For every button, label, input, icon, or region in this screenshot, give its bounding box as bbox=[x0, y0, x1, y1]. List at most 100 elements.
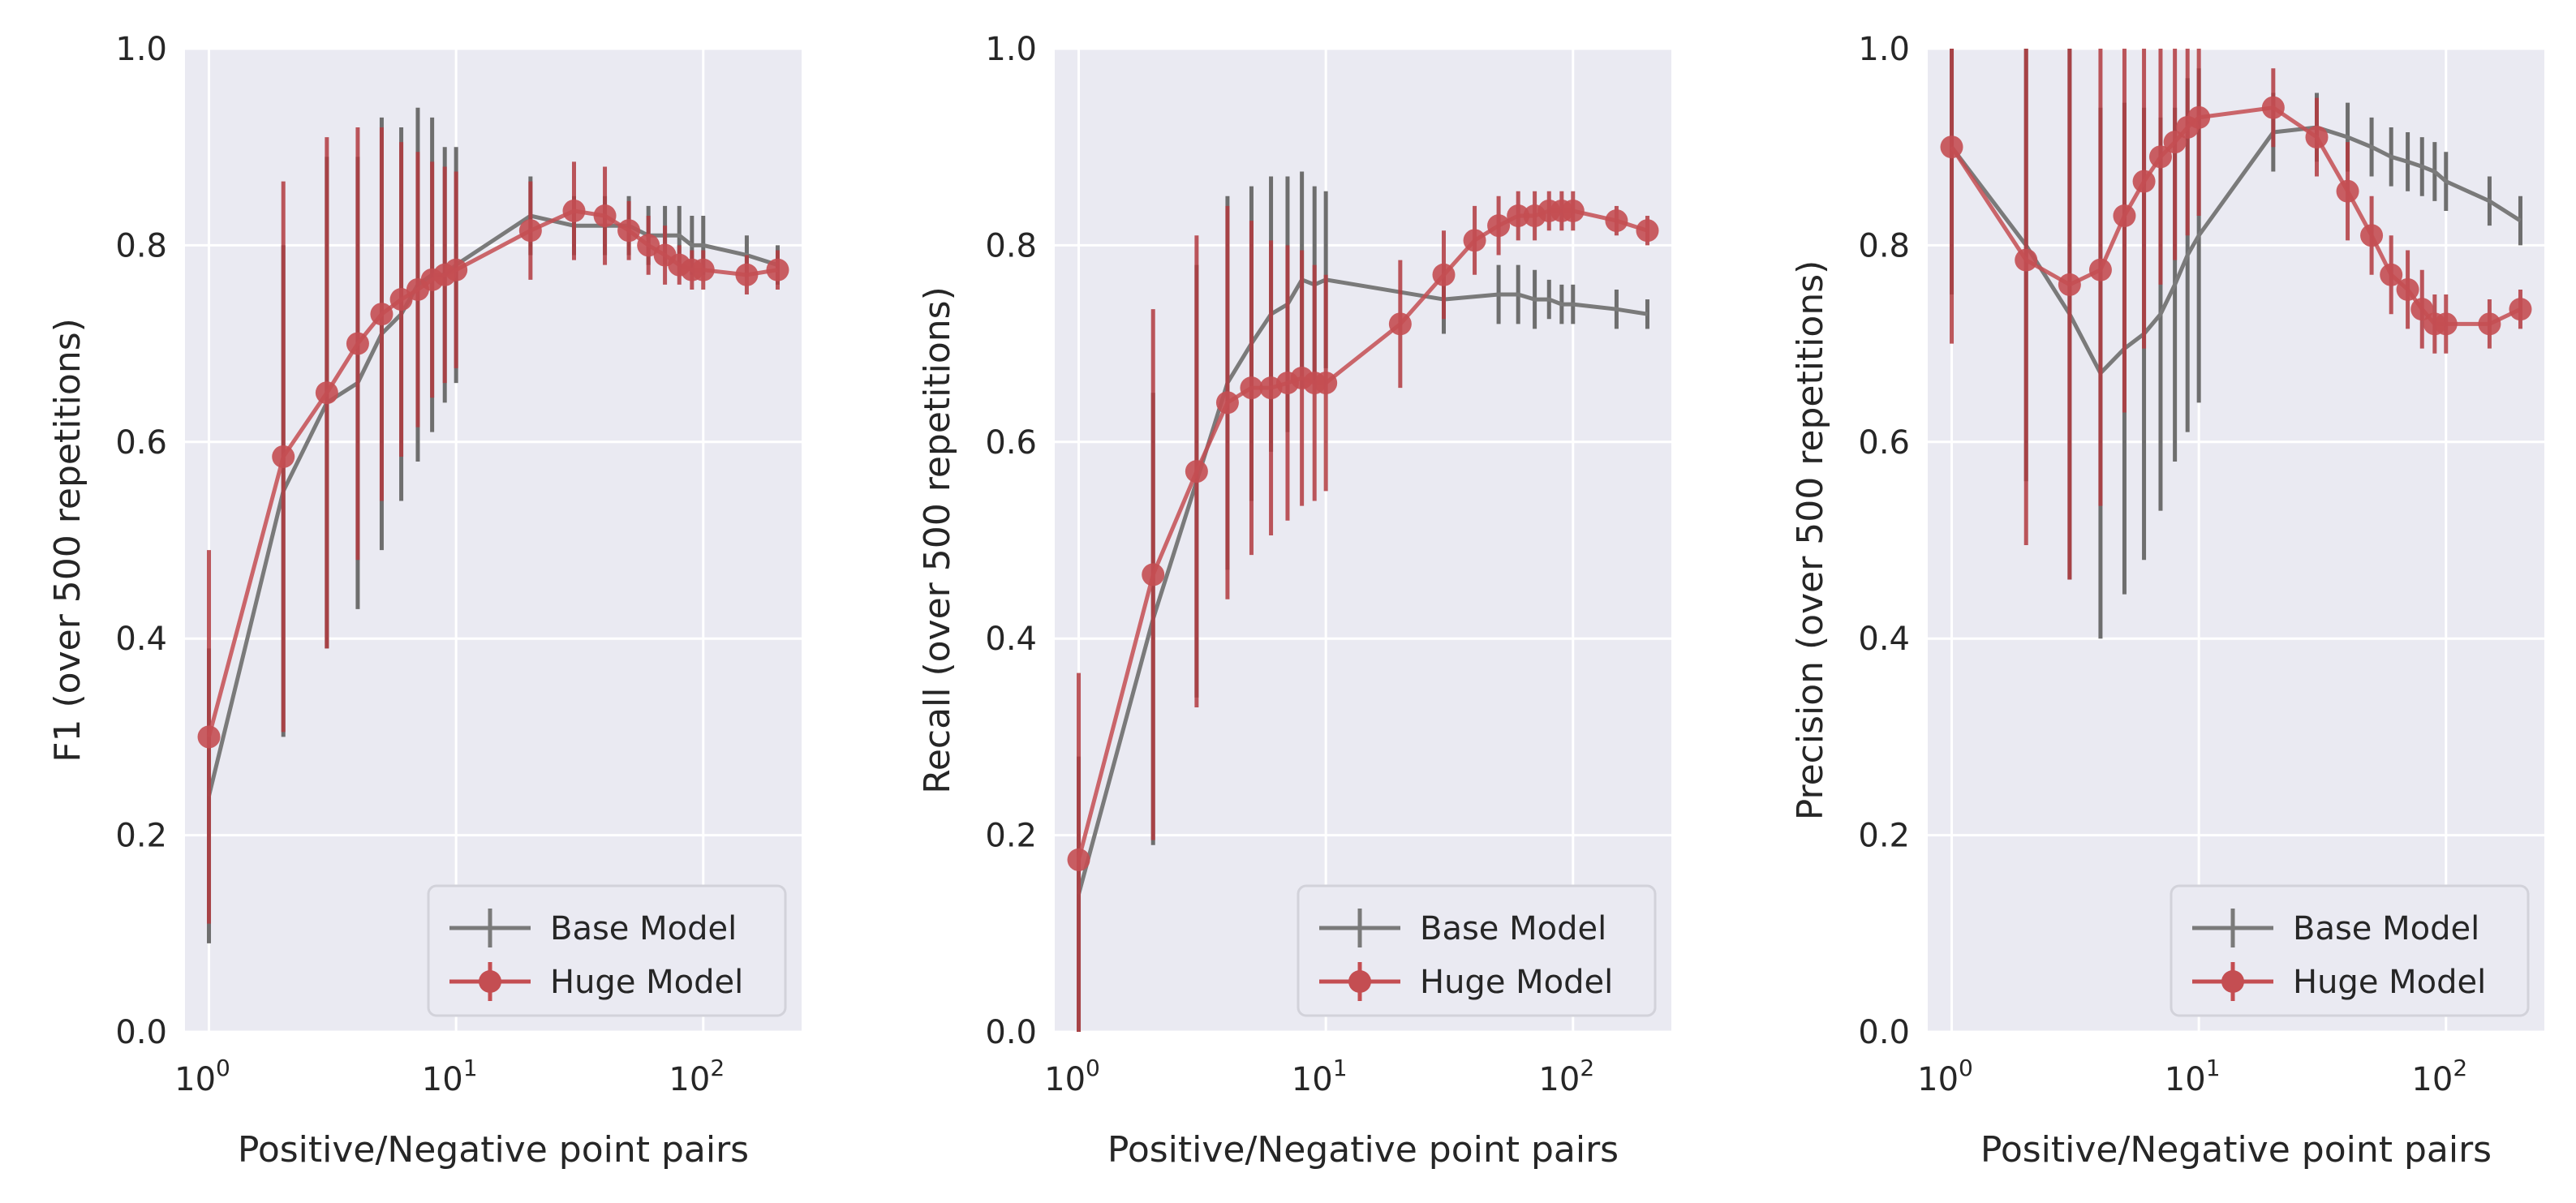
x-tick-exponent: 0 bbox=[1959, 1055, 1973, 1081]
legend-marker-huge-model bbox=[2221, 970, 2244, 993]
plot-background bbox=[185, 49, 802, 1032]
data-point bbox=[2132, 170, 2156, 193]
data-point bbox=[1940, 135, 1963, 159]
data-point bbox=[346, 332, 369, 355]
data-point bbox=[2360, 224, 2384, 247]
x-tick-base: 10 bbox=[2165, 1061, 2206, 1098]
plot-area bbox=[1940, 49, 2532, 639]
x-tick-exponent: 1 bbox=[2206, 1055, 2221, 1081]
x-tick-base: 10 bbox=[174, 1061, 216, 1098]
x-tick-label: 101 bbox=[1292, 1055, 1348, 1098]
x-axis-label: Positive/Negative point pairs bbox=[238, 1129, 749, 1171]
data-point bbox=[766, 258, 789, 281]
x-tick-exponent: 1 bbox=[1333, 1055, 1348, 1081]
y-tick-label: 0.4 bbox=[1858, 621, 1910, 658]
data-point bbox=[2163, 131, 2187, 154]
data-point bbox=[2148, 145, 2172, 169]
x-axis-label: Positive/Negative point pairs bbox=[1107, 1129, 1619, 1171]
data-point bbox=[1507, 204, 1530, 228]
plot-background bbox=[1928, 49, 2544, 1032]
data-point bbox=[2187, 105, 2211, 129]
y-tick-label: 0.0 bbox=[985, 1014, 1037, 1051]
x-tick-label: 102 bbox=[1538, 1055, 1594, 1098]
legend-label-huge-model: Huge Model bbox=[2293, 964, 2486, 1001]
data-point bbox=[2261, 96, 2285, 119]
y-axis-label: Precision (over 500 repetitions) bbox=[1790, 260, 1831, 821]
y-axis-label: Recall (over 500 repetitions) bbox=[917, 286, 958, 794]
data-point bbox=[637, 234, 660, 257]
x-tick-base: 10 bbox=[669, 1061, 710, 1098]
data-point bbox=[1142, 563, 1165, 586]
x-tick-exponent: 0 bbox=[1086, 1055, 1100, 1081]
data-point bbox=[691, 258, 715, 281]
data-point bbox=[2478, 312, 2501, 336]
series-huge-model bbox=[1940, 49, 2532, 580]
x-tick-label: 101 bbox=[422, 1055, 478, 1098]
x-tick-exponent: 2 bbox=[710, 1055, 725, 1081]
y-tick-label: 0.2 bbox=[115, 818, 167, 855]
y-tick-label: 0.0 bbox=[115, 1014, 167, 1051]
legend-label-base-model: Base Model bbox=[550, 910, 737, 947]
y-tick-label: 0.6 bbox=[985, 424, 1037, 462]
data-point bbox=[1215, 391, 1239, 415]
data-point bbox=[593, 204, 617, 228]
y-tick-label: 0.0 bbox=[1858, 1014, 1910, 1051]
data-point bbox=[2434, 312, 2458, 336]
legend-label-huge-model: Huge Model bbox=[550, 964, 743, 1001]
data-point bbox=[389, 288, 413, 311]
series-huge-model bbox=[197, 127, 789, 924]
data-point bbox=[1561, 199, 1585, 222]
y-axis-label: F1 (over 500 repetitions) bbox=[47, 318, 88, 763]
y-tick-label: 1.0 bbox=[985, 31, 1037, 68]
x-tick-label: 100 bbox=[174, 1055, 230, 1098]
data-point bbox=[2305, 126, 2329, 149]
x-tick-exponent: 2 bbox=[2453, 1055, 2467, 1081]
legend: Base Model Huge Model bbox=[1297, 884, 1657, 1017]
legend: Base Model Huge Model bbox=[2170, 884, 2530, 1017]
x-tick-base: 10 bbox=[1917, 1061, 1959, 1098]
data-point bbox=[2015, 248, 2038, 272]
data-point bbox=[2396, 277, 2419, 301]
data-point bbox=[2336, 179, 2359, 203]
x-tick-base: 10 bbox=[1044, 1061, 1086, 1098]
data-point bbox=[2509, 298, 2532, 321]
data-point bbox=[1067, 848, 1090, 871]
data-point bbox=[197, 725, 221, 749]
y-tick-label: 0.6 bbox=[1858, 424, 1910, 462]
legend-label-huge-model: Huge Model bbox=[1420, 964, 1613, 1001]
y-tick-label: 0.2 bbox=[1858, 818, 1910, 855]
x-tick-label: 102 bbox=[669, 1055, 725, 1098]
y-tick-label: 0.8 bbox=[985, 227, 1037, 264]
x-tick-exponent: 0 bbox=[216, 1055, 230, 1081]
legend-marker-huge-model bbox=[479, 970, 501, 993]
data-point bbox=[1463, 229, 1486, 252]
data-point bbox=[1314, 372, 1338, 395]
data-point bbox=[1636, 219, 1659, 243]
x-tick-label: 102 bbox=[2411, 1055, 2467, 1098]
plot-background bbox=[1055, 49, 1671, 1032]
x-tick-base: 10 bbox=[1292, 1061, 1333, 1098]
legend: Base Model Huge Model bbox=[427, 884, 787, 1017]
y-tick-label: 0.6 bbox=[115, 424, 167, 462]
data-point bbox=[2410, 298, 2434, 321]
plot-area bbox=[197, 107, 789, 943]
data-point bbox=[1388, 312, 1412, 336]
data-point bbox=[370, 303, 393, 326]
y-tick-label: 0.4 bbox=[985, 621, 1037, 658]
y-tick-label: 0.2 bbox=[985, 818, 1037, 855]
legend-label-base-model: Base Model bbox=[1420, 910, 1606, 947]
x-tick-label: 101 bbox=[2165, 1055, 2221, 1098]
data-point bbox=[735, 263, 759, 286]
data-point bbox=[518, 219, 542, 243]
y-tick-label: 0.8 bbox=[1858, 227, 1910, 264]
data-point bbox=[1185, 460, 1208, 483]
plot-area bbox=[1067, 171, 1659, 1032]
data-point bbox=[272, 445, 295, 468]
data-point bbox=[445, 258, 468, 281]
x-tick-label: 100 bbox=[1044, 1055, 1100, 1098]
x-axis-label: Positive/Negative point pairs bbox=[1980, 1129, 2492, 1171]
